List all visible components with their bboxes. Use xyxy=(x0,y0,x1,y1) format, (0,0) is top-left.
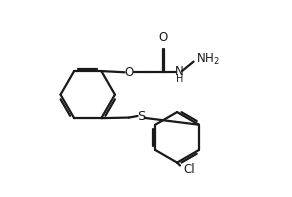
Text: O: O xyxy=(125,66,134,79)
Text: Cl: Cl xyxy=(184,164,196,177)
Text: S: S xyxy=(137,111,145,124)
Text: N: N xyxy=(175,65,183,78)
Text: NH$_2$: NH$_2$ xyxy=(197,52,220,67)
Text: O: O xyxy=(158,31,167,44)
Text: H: H xyxy=(176,74,183,84)
